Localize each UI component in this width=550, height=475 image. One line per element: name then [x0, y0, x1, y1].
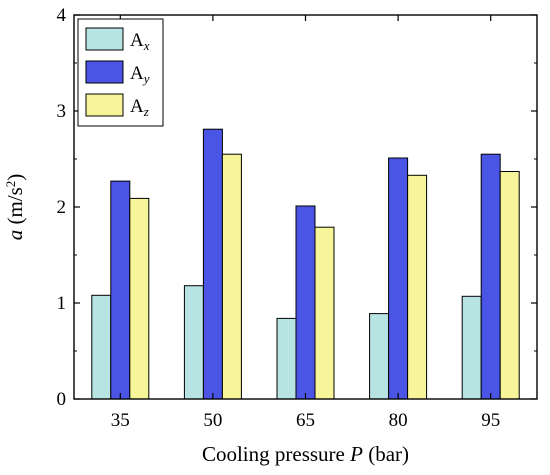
y-tick-label: 1 [57, 293, 67, 314]
x-tick-label: 50 [203, 410, 222, 431]
y-axis-title: a (m/s2) [3, 174, 28, 241]
bar-ay-35 [111, 181, 130, 399]
bar-ax-65 [277, 318, 296, 399]
x-tick-label: 95 [481, 410, 500, 431]
bar-az-65 [315, 227, 334, 399]
bar-ay-95 [481, 154, 500, 399]
legend-swatch-az [86, 94, 123, 116]
legend-swatch-ay [86, 61, 123, 83]
x-tick-label: 65 [296, 410, 315, 431]
bar-az-35 [130, 198, 149, 399]
y-tick-label: 3 [57, 101, 67, 122]
x-tick-label: 80 [389, 410, 408, 431]
bar-ax-95 [462, 296, 481, 399]
bar-az-50 [222, 154, 241, 399]
bar-ax-35 [92, 295, 111, 399]
y-tick-label: 4 [57, 5, 67, 26]
bar-ay-65 [296, 206, 315, 399]
bar-az-80 [408, 175, 427, 399]
x-tick-label: 35 [111, 410, 130, 431]
bar-az-95 [500, 172, 519, 400]
y-tick-label: 2 [57, 197, 67, 218]
bar-ay-80 [389, 158, 408, 399]
legend-swatch-ax [86, 28, 123, 50]
bar-ay-50 [203, 129, 222, 399]
plot-area [92, 129, 519, 399]
bar-ax-50 [184, 286, 203, 399]
bar-ax-80 [370, 314, 389, 399]
x-axis-title: Cooling pressure P (bar) [202, 442, 409, 466]
y-tick-label: 0 [57, 389, 67, 410]
